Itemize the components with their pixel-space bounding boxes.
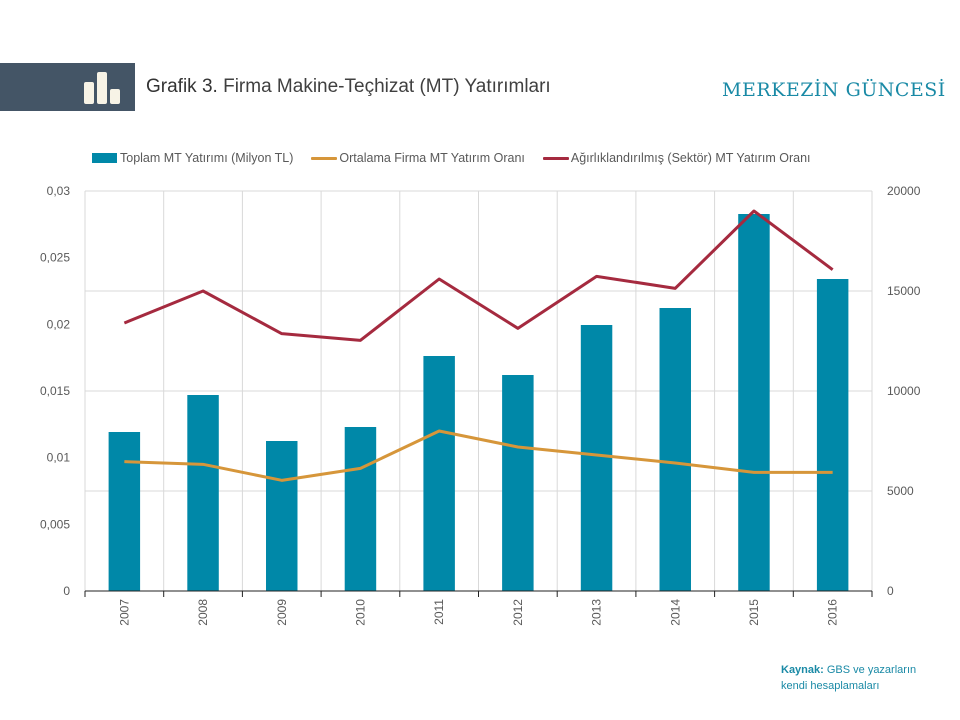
bar-2010 xyxy=(344,427,377,591)
orange-line xyxy=(124,429,833,482)
legend-item-bars: Toplam MT Yatırımı (Milyon TL) xyxy=(92,151,293,165)
brand-logo: MERKEZİN GÜNCESİ xyxy=(722,79,946,101)
legend-label: Ortalama Firma MT Yatırım Oranı xyxy=(339,151,525,165)
right-axis-tick-label: 5000 xyxy=(887,484,914,498)
x-tick-label: 2010 xyxy=(353,599,367,626)
x-tick-label: 2007 xyxy=(117,599,131,626)
source-note: Kaynak: GBS ve yazarların kendi hesaplam… xyxy=(781,662,916,694)
right-axis-tick-label: 0 xyxy=(887,584,894,598)
bar-2012 xyxy=(502,375,534,591)
right-axis-tick-label: 10000 xyxy=(887,384,921,398)
bar-2016 xyxy=(816,279,849,591)
legend-swatch-red-line xyxy=(542,156,569,160)
left-axis-tick-label: 0,015 xyxy=(40,384,70,398)
source-text: GBS ve yazarların xyxy=(826,664,917,676)
legend-item-orange: Ortalama Firma MT Yatırım Oranı xyxy=(311,151,525,165)
chart-legend: Toplam MT Yatırımı (Milyon TL) Ortalama … xyxy=(92,150,829,166)
x-tick-label: 2013 xyxy=(590,599,604,626)
header-block xyxy=(0,63,135,111)
title-prefix: Grafik 3. xyxy=(146,76,218,97)
title-text: Firma Makine-Teçhizat (MT) Yatırımları xyxy=(223,76,551,97)
left-axis-tick-label: 0,02 xyxy=(47,317,71,331)
x-tick-label: 2012 xyxy=(511,599,525,626)
red-line xyxy=(123,209,834,342)
x-tick-label: 2015 xyxy=(747,599,761,626)
legend-label: Toplam MT Yatırımı (Milyon TL) xyxy=(120,151,294,165)
legend-label: Ağırlıklandırılmış (Sektör) MT Yatırım O… xyxy=(570,151,811,165)
left-axis-tick-label: 0,025 xyxy=(40,251,70,265)
legend-swatch-bar xyxy=(92,153,117,163)
bar-2007 xyxy=(108,432,141,591)
x-tick-label: 2014 xyxy=(668,599,682,626)
bar-2008 xyxy=(187,395,219,591)
x-tick-label: 2008 xyxy=(196,599,210,626)
x-tick-label: 2011 xyxy=(432,599,446,625)
bar-2011 xyxy=(423,356,455,591)
source-text-2: kendi hesaplamaları xyxy=(781,680,880,692)
right-axis-tick-label: 20000 xyxy=(887,184,921,198)
left-axis-tick-label: 0,005 xyxy=(40,517,70,531)
bar-2009 xyxy=(266,441,298,591)
right-axis-tick-label: 15000 xyxy=(887,284,921,298)
left-axis-tick-label: 0,03 xyxy=(47,184,71,198)
bar-2013 xyxy=(580,325,613,591)
bar-chart-icon xyxy=(84,72,124,104)
page-title: Grafik 3. Firma Makine-Teçhizat (MT) Yat… xyxy=(146,76,551,98)
bar-2015 xyxy=(738,214,770,591)
x-tick-label: 2016 xyxy=(826,599,840,626)
bar-2014 xyxy=(659,308,691,591)
legend-item-red: Ağırlıklandırılmış (Sektör) MT Yatırım O… xyxy=(542,151,811,165)
legend-swatch-orange-line xyxy=(311,156,338,160)
left-axis-tick-label: 0,01 xyxy=(47,451,71,465)
left-axis-tick-label: 0 xyxy=(63,584,70,598)
x-tick-label: 2009 xyxy=(275,599,289,626)
source-label: Kaynak: xyxy=(781,664,824,676)
